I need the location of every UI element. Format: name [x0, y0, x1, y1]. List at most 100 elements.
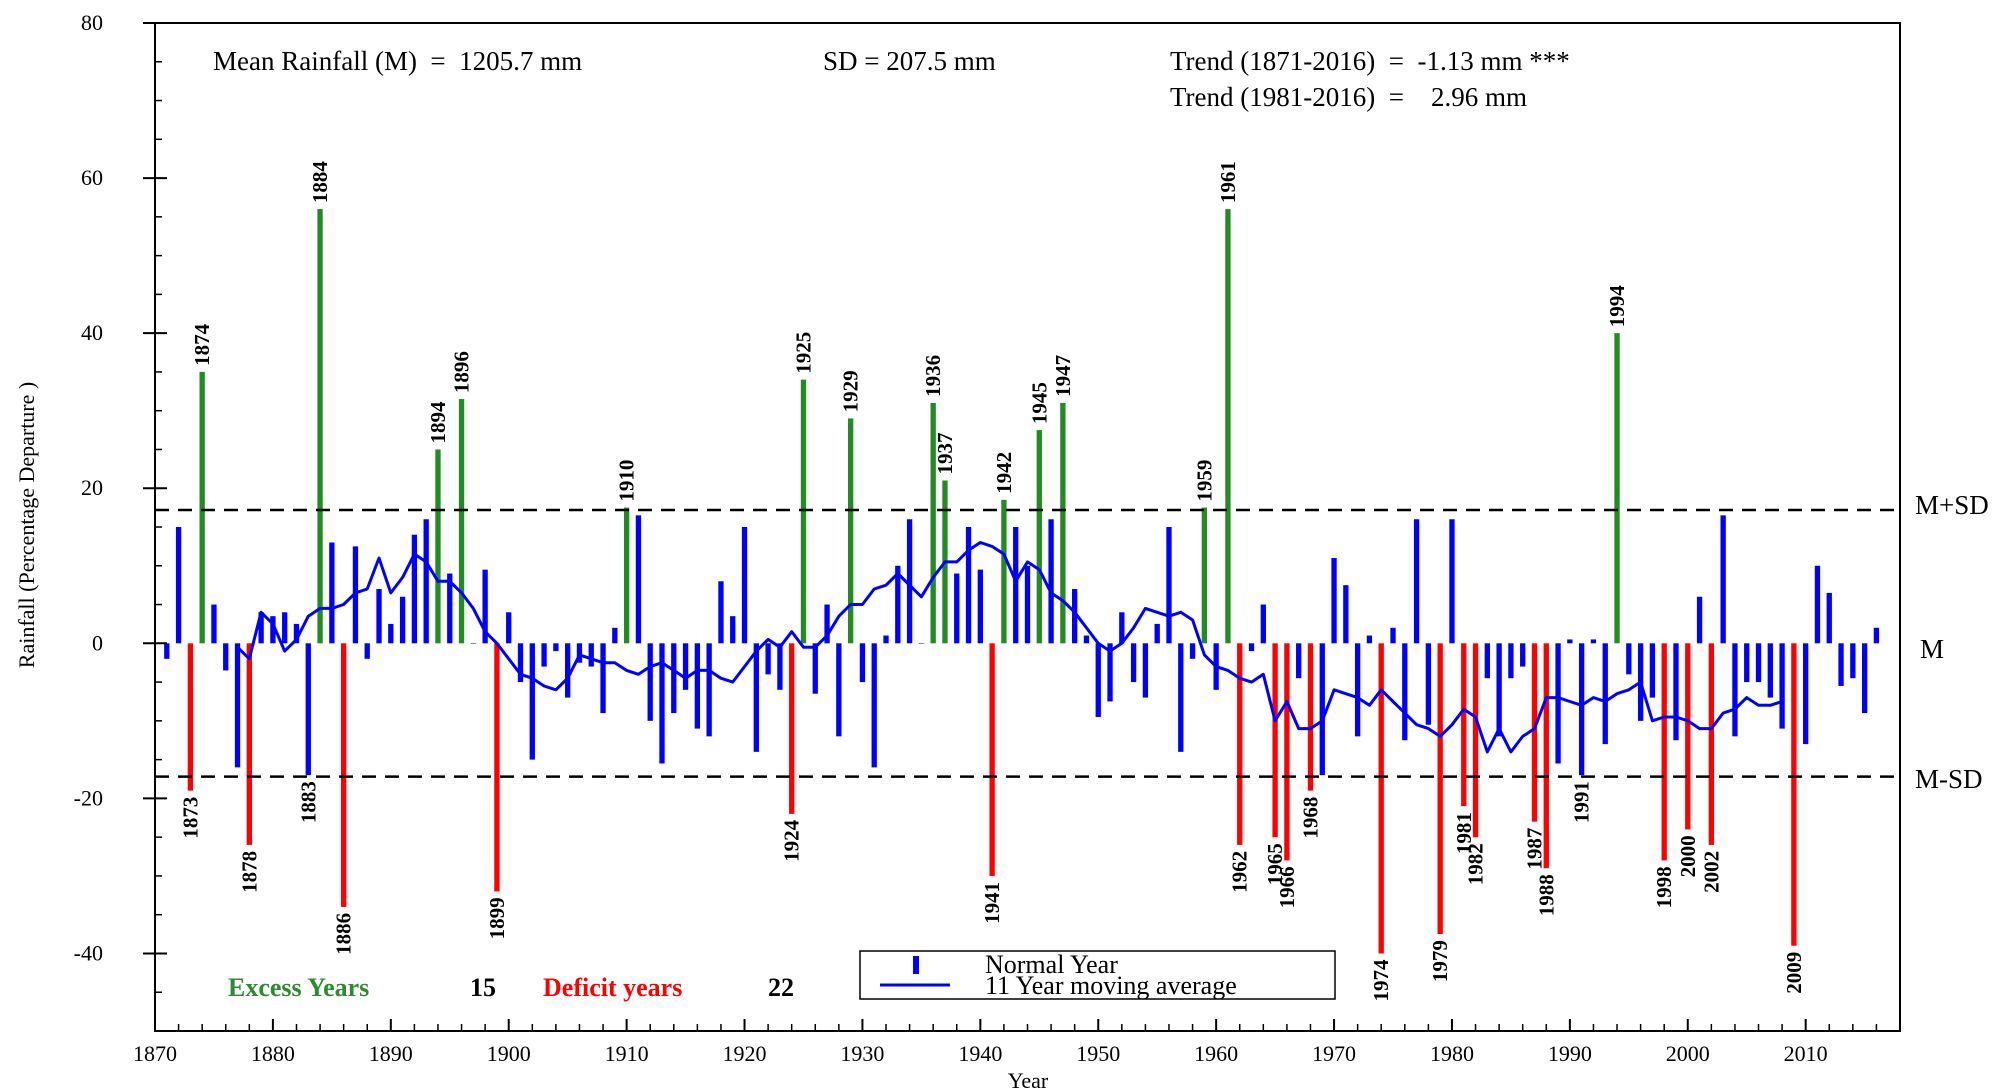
bar-1877 — [234, 643, 241, 768]
bar-1938 — [954, 573, 960, 644]
deficit-year-label-1883: 1883 — [296, 781, 320, 823]
y-tick-label: -40 — [74, 940, 103, 965]
bar-1933 — [895, 565, 901, 644]
bar-1978 — [1425, 643, 1432, 725]
bar-1993 — [1602, 643, 1608, 745]
bar-1926 — [812, 643, 818, 694]
x-tick-label: 1950 — [1076, 1041, 1120, 1066]
legend-box: Normal Year 11 Year moving average — [859, 950, 1336, 1000]
bar-2001 — [1696, 596, 1703, 644]
y-tick-label: 80 — [81, 10, 103, 35]
mean-minus-sd-label: M-SD — [1915, 764, 1983, 794]
bar-1967 — [1296, 643, 1302, 679]
bar-1907 — [588, 643, 594, 667]
axis-ticks: -40 -20 0 20 40 60 80 1870 1880 1890 1900 1910 1920 1… — [74, 10, 1901, 1066]
bar-1918 — [718, 581, 724, 644]
bar-2009 — [1791, 643, 1797, 946]
bar-1915 — [682, 643, 689, 690]
excess-year-label-1929: 1929 — [839, 370, 863, 412]
deficit-year-label-1941: 1941 — [980, 882, 1004, 924]
bar-1965 — [1272, 643, 1278, 838]
bar-1990 — [1567, 639, 1573, 644]
bar-1959 — [1201, 507, 1208, 644]
bar-2011 — [1814, 565, 1821, 644]
bar-2003 — [1720, 515, 1726, 644]
bar-1945 — [1036, 430, 1042, 644]
bar-1883 — [305, 643, 311, 776]
excess-year-label-1936: 1936 — [921, 355, 945, 397]
bar-1923 — [777, 643, 783, 690]
bar-1951 — [1107, 643, 1113, 702]
bar-1889 — [376, 589, 382, 644]
bar-1882 — [293, 623, 300, 644]
bar-2015 — [1861, 643, 1868, 714]
bar-1876 — [223, 643, 229, 671]
deficit-year-label-1991: 1991 — [1570, 781, 1594, 823]
deficit-year-label-1974: 1974 — [1369, 959, 1393, 1002]
bar-1961 — [1225, 209, 1231, 644]
bar-1944 — [1024, 565, 1031, 644]
bar-1897 — [470, 643, 476, 644]
trend-1871-2016-annotation: Trend (1871-2016) = -1.13 mm *** — [1170, 46, 1570, 76]
sd-annotation: SD = 207.5 mm — [823, 46, 996, 76]
bar-1922 — [765, 643, 771, 675]
excess-year-label-1910: 1910 — [615, 460, 639, 502]
bar-1949 — [1083, 635, 1090, 644]
bar-1891 — [399, 596, 406, 644]
bar-1894 — [435, 449, 441, 644]
bar-1992 — [1590, 639, 1597, 644]
bar-2000 — [1685, 643, 1691, 830]
excess-years-count: 15 — [470, 973, 496, 1002]
bar-1910 — [623, 507, 630, 644]
bar-1916 — [694, 643, 701, 729]
bar-1982 — [1472, 643, 1479, 838]
bar-1892 — [411, 534, 418, 644]
bar-1873 — [187, 643, 194, 791]
deficit-years-label: Deficit years — [543, 973, 682, 1002]
bar-1896 — [458, 399, 465, 644]
trend-1981-2016-annotation: Trend (1981-2016) = 2.96 mm — [1170, 82, 1527, 112]
bar-1872 — [175, 527, 182, 644]
excess-year-label-1925: 1925 — [792, 332, 816, 374]
bar-1920 — [741, 527, 748, 644]
bar-1939 — [965, 527, 972, 644]
deficit-year-label-1886: 1886 — [332, 913, 356, 955]
bar-1934 — [906, 519, 913, 644]
bar-1943 — [1013, 527, 1019, 644]
deficit-year-label-1965: 1965 — [1263, 843, 1287, 885]
x-tick-label: 1870 — [133, 1041, 177, 1066]
excess-year-label-1961: 1961 — [1216, 161, 1240, 203]
bar-1999 — [1673, 643, 1679, 741]
bar-2005 — [1744, 643, 1750, 683]
deficit-year-label-1998: 1998 — [1652, 866, 1676, 908]
bar-1988 — [1543, 643, 1549, 869]
excess-year-label-1994: 1994 — [1605, 285, 1629, 328]
bar-1973 — [1366, 635, 1373, 644]
y-tick-label: -20 — [74, 785, 103, 810]
bar-1942 — [1001, 499, 1007, 644]
bar-1950 — [1095, 643, 1101, 717]
bar-1928 — [836, 643, 842, 737]
bar-1955 — [1154, 623, 1160, 644]
deficit-year-label-1899: 1899 — [485, 897, 509, 939]
deficit-year-label-1873: 1873 — [178, 797, 202, 839]
x-tick-label: 1990 — [1548, 1041, 1592, 1066]
bar-1879 — [258, 612, 264, 644]
bar-1953 — [1130, 643, 1137, 683]
x-tick-label: 1960 — [1194, 1041, 1238, 1066]
bar-1932 — [883, 635, 889, 644]
bar-1908 — [600, 643, 606, 714]
bar-1913 — [659, 643, 665, 764]
bar-1998 — [1661, 643, 1667, 861]
deficit-year-label-1966: 1966 — [1275, 866, 1299, 908]
bar-2016 — [1873, 627, 1880, 644]
bar-1983 — [1484, 643, 1490, 679]
bar-2002 — [1708, 643, 1715, 845]
bar-1881 — [282, 612, 288, 644]
bar-1940 — [977, 569, 983, 644]
mean-plus-sd-label: M+SD — [1915, 490, 1989, 520]
plot-frame — [154, 22, 1901, 1032]
deficit-year-label-1968: 1968 — [1299, 797, 1323, 839]
bar-1911 — [635, 515, 642, 644]
